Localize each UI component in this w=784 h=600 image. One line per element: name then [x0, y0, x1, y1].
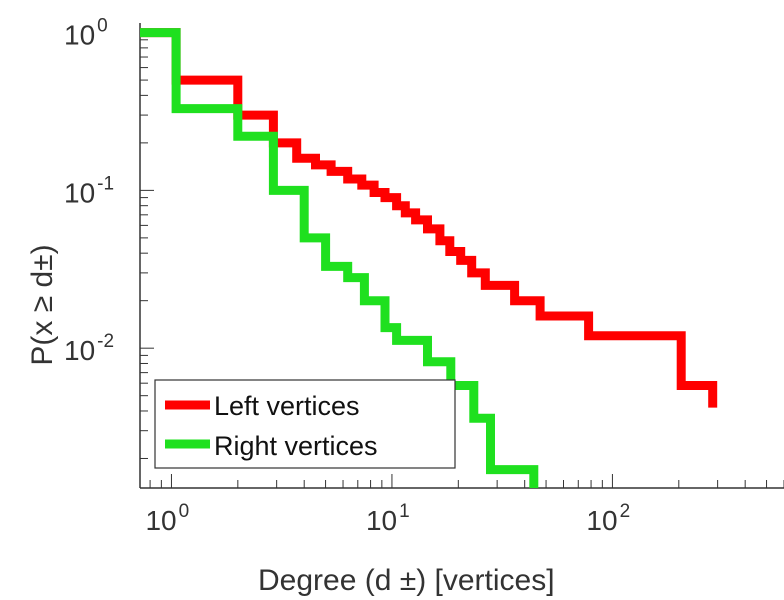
y-axis-title: P(x ≥ d±) — [26, 244, 59, 365]
plot-area: 10 0 10 1 10 2 10 0 10 -1 10 -2 — [64, 16, 784, 536]
y-axis-label: P(x ≥ d±) — [26, 244, 59, 365]
series-line-right-vertices — [140, 28, 539, 488]
y-tick-label: 10 0 — [64, 16, 108, 51]
x-axis-title: Degree (d ±) [vertices] — [258, 564, 555, 597]
x-axis-label: Degree (d ±) [vertices] — [258, 564, 555, 597]
tick-labels: 10 0 10 1 10 2 10 0 10 -1 10 -2 — [64, 16, 630, 536]
axis-ticks — [140, 32, 784, 488]
series-line-left-vertices — [140, 28, 718, 408]
y-tick-label: 10 -1 — [64, 173, 114, 208]
x-tick-label: 10 0 — [145, 501, 189, 536]
y-tick-label: 10 -2 — [64, 331, 114, 366]
legend-box — [154, 379, 456, 469]
x-tick-label: 10 2 — [586, 501, 630, 536]
x-tick-label: 10 1 — [366, 501, 410, 536]
legend-label-right-vertices: Right vertices — [214, 431, 378, 461]
legend-label-left-vertices: Left vertices — [214, 391, 360, 421]
legend: Left vertices Right vertices — [154, 379, 456, 469]
series-layer — [140, 28, 718, 488]
